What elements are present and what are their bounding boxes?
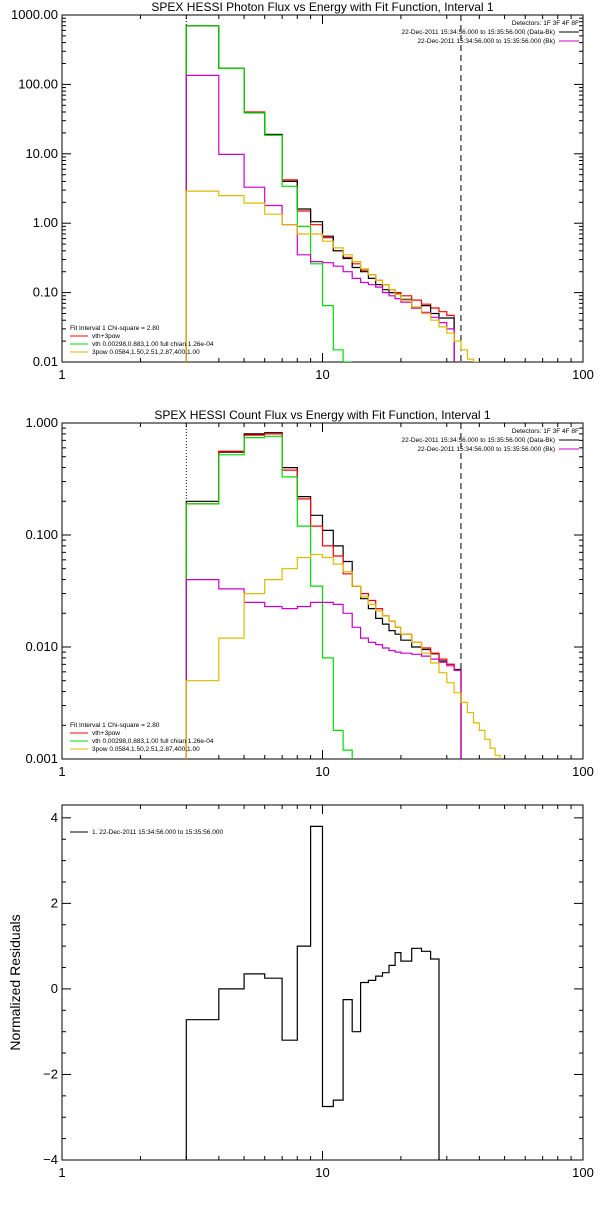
- fit-legend-item: vth+3pow: [92, 730, 120, 737]
- chart-panel-3: 1 10 100 4 2 0 −2 −4 Normalized Residuals 1. 22-D…: [7, 804, 594, 1180]
- y-tick-label: 0: [51, 981, 58, 996]
- x-tick-label: 100: [572, 367, 594, 382]
- y-tick-label: −2: [43, 1066, 58, 1081]
- x-tick-label: 10: [315, 367, 329, 382]
- chart-panel-1: SPEX HESSI Photon Flux vs Energy with Fi…: [11, 0, 594, 382]
- y-tick-label: 1.000: [25, 415, 58, 430]
- series-line-vth-3pow: [185, 433, 462, 759]
- fit-legend-heading: Fit Interval 1 Chi-square = 2.80: [70, 325, 160, 332]
- y-tick-label: −4: [43, 1152, 58, 1167]
- y-tick-label: 0.10: [33, 285, 58, 300]
- series-line-series-4: [185, 74, 455, 362]
- chart-title: SPEX HESSI Count Flux vs Energy with Fit…: [154, 408, 490, 422]
- fit-legend-heading: Fit Interval 1 Chi-square = 2.80: [70, 722, 160, 729]
- y-axis-label: Normalized Residuals: [7, 914, 23, 1050]
- series-line-1-22-dec-2011-15-34-56-000-to-15-35-56-000: [185, 825, 440, 1160]
- plot-area: [185, 423, 501, 759]
- y-tick-label: 100.00: [18, 76, 58, 91]
- y-tick-label: 0.01: [33, 354, 58, 369]
- y-tick-label: 1.00: [33, 215, 58, 230]
- chart-title: SPEX HESSI Photon Flux vs Energy with Fi…: [151, 0, 493, 14]
- series-line-3pow: [185, 190, 480, 362]
- series-line-3pow: [185, 553, 501, 759]
- fit-legend-item: 3pow 0.0584,1.50,2.51,2.87,400,1.00: [92, 746, 200, 753]
- series-line-vth: [185, 435, 353, 759]
- y-tick-label: 0.010: [25, 639, 58, 654]
- header-line-text: 22-Dec-2011 15:34:56.000 to 15:35:56.000…: [402, 29, 555, 36]
- y-tick-label: 2: [51, 895, 58, 910]
- series-line-series-1: [185, 432, 462, 759]
- series-line-series-2: [185, 25, 455, 362]
- detectors-label: Detectors: 1F 3F 4F 8F: [512, 20, 579, 27]
- x-tick-label: 1: [58, 764, 65, 779]
- x-tick-label: 1: [58, 367, 65, 382]
- header-line-text: 22-Dec-2011 15:34:56.000 to 15:35:56.000…: [402, 437, 555, 444]
- plot-area: [185, 15, 480, 362]
- fit-legend-item: vth+3pow: [92, 333, 120, 340]
- fit-legend-item: 3pow 0.0584,1.50,2.51,2.87,400,1.00: [92, 349, 200, 356]
- x-tick-label: 10: [315, 1165, 329, 1180]
- fit-legend-item: vth 0.00298,0.883,1.00 full chian 1.26e-…: [92, 341, 214, 348]
- plot-frame: [61, 14, 584, 363]
- y-tick-label: 4: [51, 810, 58, 825]
- y-tick-label: 0.001: [25, 751, 58, 766]
- detectors-label: Detectors: 1F 3F 4F 8F: [512, 428, 579, 435]
- series-line-series-4: [185, 579, 462, 759]
- chart-panel-2: SPEX HESSI Count Flux vs Energy with Fit…: [25, 408, 593, 779]
- series-line-vth: [185, 25, 353, 362]
- x-tick-label: 100: [572, 1165, 594, 1180]
- y-tick-label: 10.00: [25, 146, 58, 161]
- x-tick-label: 10: [315, 764, 329, 779]
- x-tick-label: 100: [572, 764, 594, 779]
- fit-legend-item: vth 0.00298,0.883,1.00 full chian 1.26e-…: [92, 738, 214, 745]
- x-tick-label: 1: [58, 1165, 65, 1180]
- header-line-text: 22-Dec-2011 15:34:56.000 to 15:35:56.000…: [417, 38, 555, 45]
- series-line-vth-3pow: [185, 25, 455, 362]
- y-tick-label: 0.100: [25, 527, 58, 542]
- y-tick-label: 1000.00: [11, 7, 58, 22]
- legend-item: 1. 22-Dec-2011 15:34:56.000 to 15:35:56.…: [92, 829, 223, 836]
- header-line-text: 22-Dec-2011 15:34:56.000 to 15:35:56.000…: [417, 446, 555, 453]
- plot-area: [185, 825, 440, 1160]
